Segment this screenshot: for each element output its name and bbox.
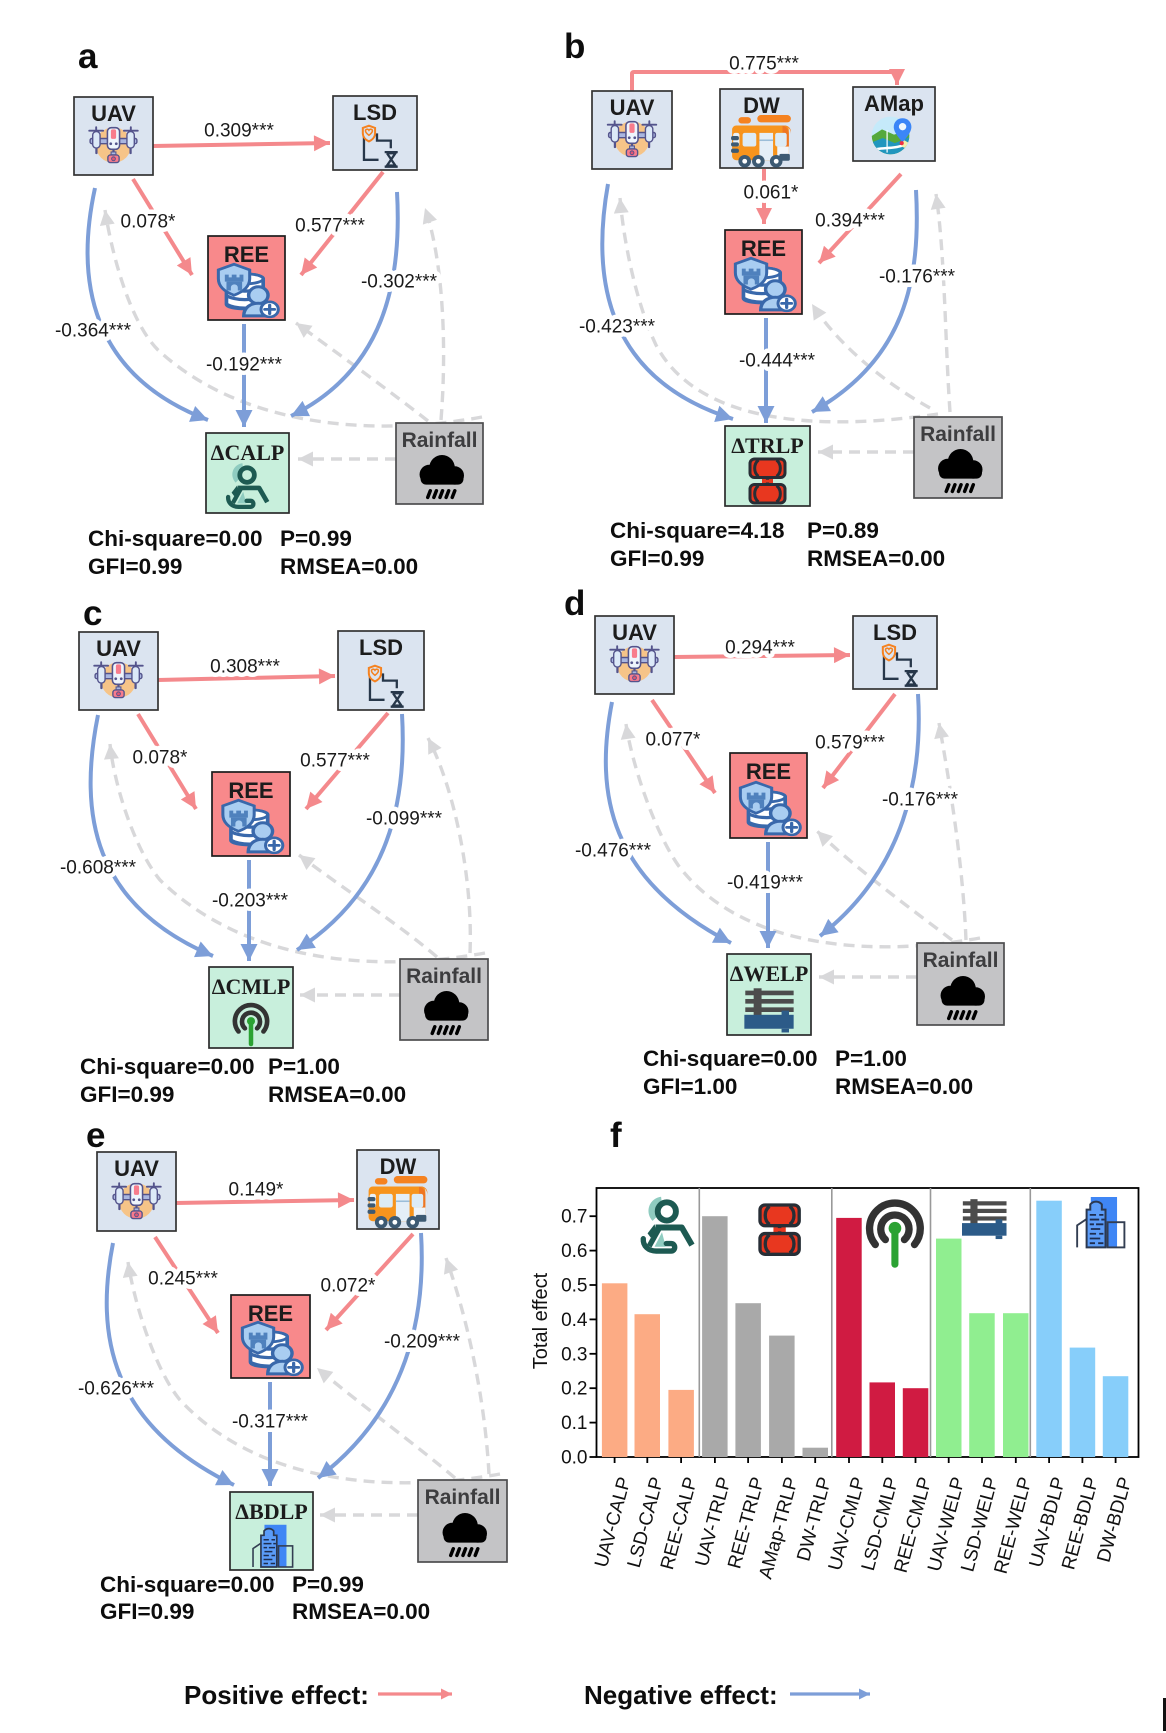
svg-text:0.3: 0.3 (561, 1344, 587, 1365)
svg-text:0.078*: 0.078* (133, 748, 189, 769)
svg-text:0.2: 0.2 (561, 1379, 587, 1400)
svg-text:UAV: UAV (612, 620, 657, 645)
svg-text:Rainfall: Rainfall (923, 949, 999, 972)
svg-text:GFI=0.99: GFI=0.99 (100, 1599, 194, 1624)
svg-text:0.394***: 0.394*** (815, 211, 885, 232)
svg-text:-0.176***: -0.176*** (882, 790, 959, 811)
svg-text:-0.608***: -0.608*** (60, 858, 137, 879)
svg-text:Chi-square=0.00: Chi-square=0.00 (80, 1054, 254, 1079)
svg-text:d: d (564, 584, 585, 623)
svg-text:-0.099***: -0.099*** (366, 809, 443, 830)
svg-text:0.1: 0.1 (561, 1413, 587, 1434)
svg-text:-0.444***: -0.444*** (739, 351, 816, 372)
svg-text:-0.419***: -0.419*** (727, 873, 804, 894)
svg-text:0.245***: 0.245*** (148, 1269, 218, 1290)
svg-text:-0.203***: -0.203*** (212, 891, 289, 912)
svg-text:GFI=1.00: GFI=1.00 (643, 1074, 737, 1099)
svg-text:-0.476***: -0.476*** (575, 841, 652, 862)
svg-text:UAV: UAV (91, 101, 136, 126)
svg-text:0.308***: 0.308*** (210, 657, 280, 678)
svg-text:0.149*: 0.149* (229, 1180, 285, 1201)
svg-text:0.5: 0.5 (561, 1276, 587, 1297)
svg-text:Negative effect:: Negative effect: (584, 1680, 778, 1710)
svg-text:UAV: UAV (610, 95, 655, 120)
svg-text:LSD: LSD (353, 100, 397, 125)
svg-text:-0.626***: -0.626*** (78, 1379, 155, 1400)
svg-text:ΔWELP: ΔWELP (730, 961, 809, 986)
svg-text:Chi-square=0.00: Chi-square=0.00 (88, 526, 262, 551)
svg-text:RMSEA=0.00: RMSEA=0.00 (835, 1074, 973, 1099)
svg-text:-0.317***: -0.317*** (232, 1412, 309, 1433)
svg-text:ΔBDLP: ΔBDLP (235, 1499, 307, 1524)
svg-text:Chi-square=0.00: Chi-square=0.00 (100, 1572, 274, 1597)
svg-text:UAV: UAV (114, 1156, 159, 1181)
svg-text:0.577***: 0.577*** (300, 751, 370, 772)
svg-text:P=0.89: P=0.89 (807, 518, 879, 543)
svg-text:DW: DW (743, 93, 780, 118)
svg-text:P=1.00: P=1.00 (835, 1046, 907, 1071)
svg-text:AMap: AMap (864, 91, 924, 116)
svg-text:0.078*: 0.078* (121, 212, 177, 233)
svg-text:RMSEA=0.00: RMSEA=0.00 (268, 1082, 406, 1107)
svg-text:Positive effect:: Positive effect: (184, 1680, 369, 1710)
svg-text:-0.209***: -0.209*** (384, 1332, 461, 1353)
svg-text:REE: REE (228, 778, 273, 803)
svg-text:-0.364***: -0.364*** (55, 321, 132, 342)
svg-text:-0.192***: -0.192*** (206, 355, 283, 376)
svg-text:REE: REE (746, 759, 791, 784)
svg-text:-0.302***: -0.302*** (361, 272, 438, 293)
svg-text:0.4: 0.4 (561, 1310, 588, 1331)
svg-text:Rainfall: Rainfall (425, 1486, 501, 1509)
svg-text:Rainfall: Rainfall (920, 423, 996, 446)
svg-text:P=0.99: P=0.99 (292, 1572, 364, 1597)
svg-text:RMSEA=0.00: RMSEA=0.00 (292, 1599, 430, 1624)
svg-text:RMSEA=0.00: RMSEA=0.00 (807, 546, 945, 571)
svg-text:0.309***: 0.309*** (204, 121, 274, 142)
svg-text:0.0: 0.0 (561, 1448, 587, 1469)
svg-text:e: e (86, 1116, 105, 1155)
svg-text:REE: REE (224, 242, 269, 267)
svg-text:-0.176***: -0.176*** (879, 267, 956, 288)
svg-text:0.6: 0.6 (561, 1241, 587, 1262)
svg-text:P=0.99: P=0.99 (280, 526, 352, 551)
svg-text:c: c (83, 594, 102, 633)
svg-text:0.077*: 0.077* (646, 730, 702, 751)
svg-text:Total effect: Total effect (530, 1272, 552, 1369)
svg-text:ΔCALP: ΔCALP (211, 440, 285, 465)
svg-text:ΔCMLP: ΔCMLP (212, 974, 291, 999)
svg-text:0.7: 0.7 (561, 1207, 587, 1228)
svg-text:RMSEA=0.00: RMSEA=0.00 (280, 554, 418, 579)
svg-text:DW: DW (380, 1154, 417, 1179)
svg-text:GFI=0.99: GFI=0.99 (80, 1082, 174, 1107)
svg-text:Rainfall: Rainfall (406, 965, 482, 988)
svg-text:Chi-square=0.00: Chi-square=0.00 (643, 1046, 817, 1071)
svg-text:a: a (78, 37, 98, 76)
svg-text:0.775***: 0.775*** (729, 54, 799, 75)
svg-text:Rainfall: Rainfall (402, 429, 478, 452)
svg-text:b: b (564, 27, 585, 66)
svg-text:Chi-square=4.18: Chi-square=4.18 (610, 518, 784, 543)
svg-text:REE: REE (741, 236, 786, 261)
svg-text:LSD: LSD (873, 620, 917, 645)
svg-text:f: f (610, 1116, 622, 1155)
svg-text:0.579***: 0.579*** (815, 733, 885, 754)
svg-text:UAV: UAV (96, 636, 141, 661)
svg-text:-0.423***: -0.423*** (579, 317, 656, 338)
svg-text:ΔTRLP: ΔTRLP (731, 433, 803, 458)
svg-text:GFI=0.99: GFI=0.99 (88, 554, 182, 579)
svg-text:0.072*: 0.072* (321, 1276, 377, 1297)
svg-text:0.294***: 0.294*** (725, 638, 795, 659)
svg-text:LSD: LSD (359, 635, 403, 660)
svg-text:P=1.00: P=1.00 (268, 1054, 340, 1079)
svg-text:0.577***: 0.577*** (295, 216, 365, 237)
svg-text:0.061*: 0.061* (744, 183, 800, 204)
svg-text:GFI=0.99: GFI=0.99 (610, 546, 704, 571)
